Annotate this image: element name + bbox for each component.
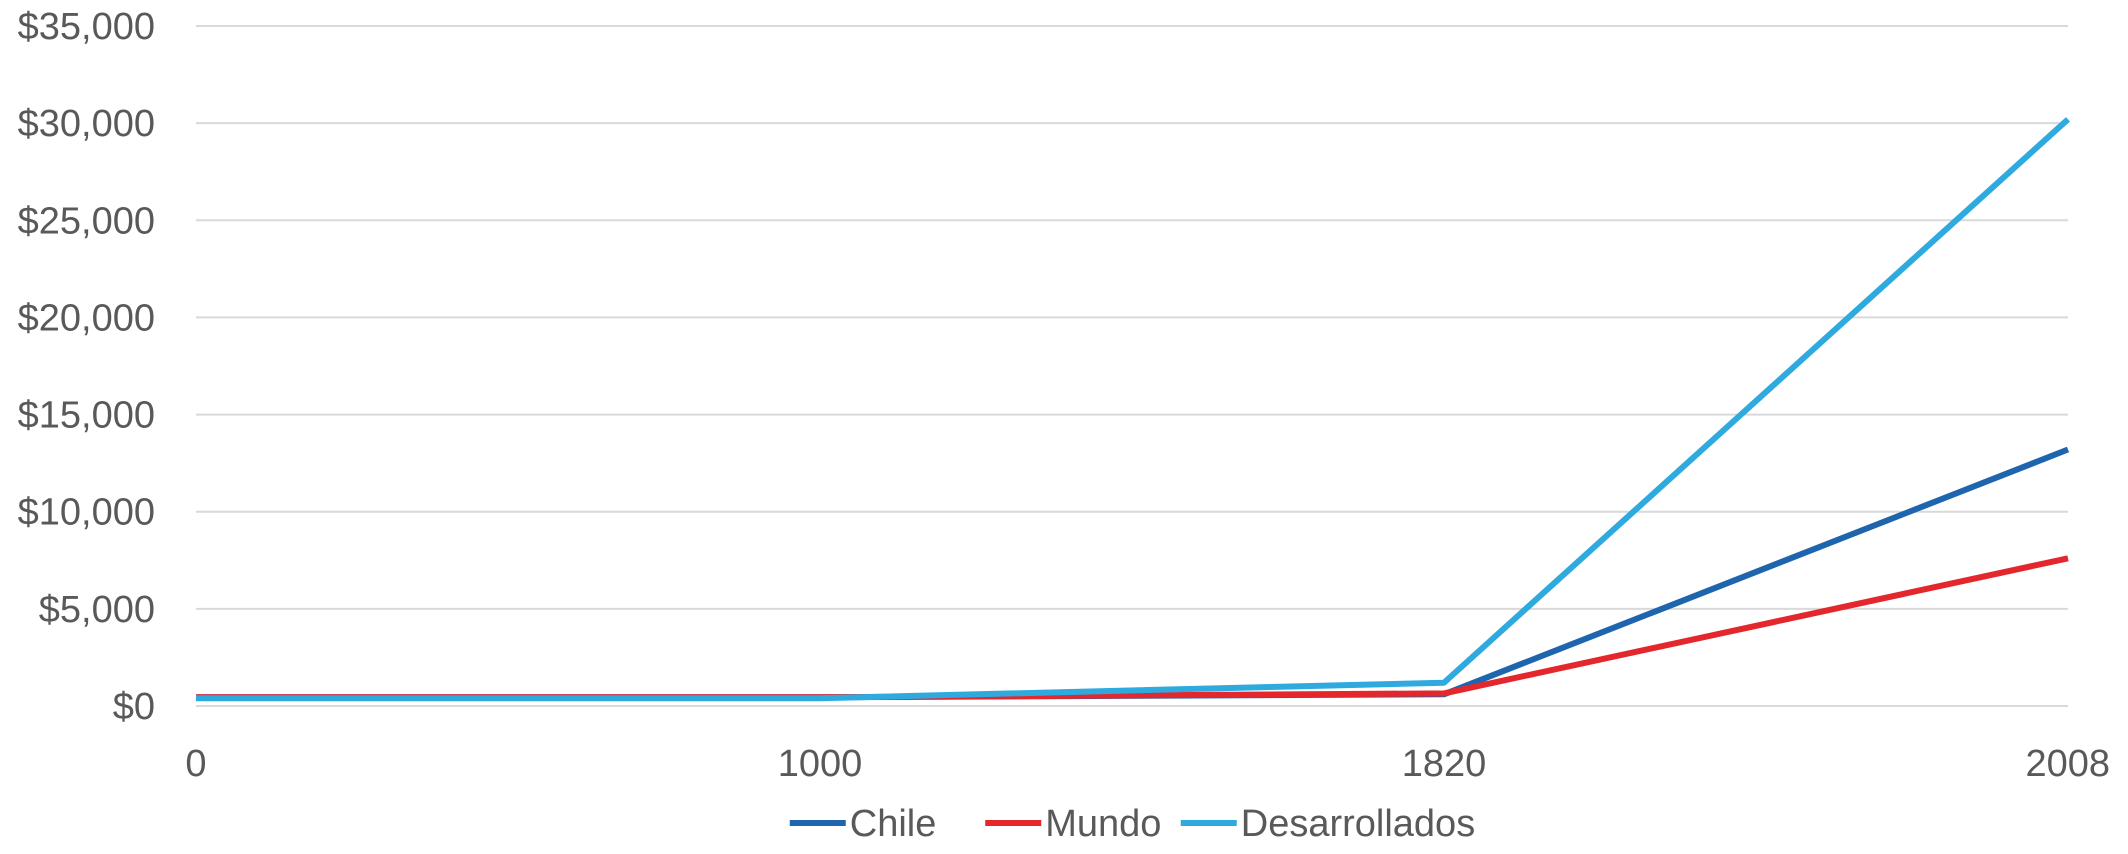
- y-axis: $0 $5,000 $10,000 $15,000 $20,000 $25,000 $30,…: [18, 6, 155, 728]
- legend-label: Mundo: [1045, 803, 1161, 845]
- y-tick-label: $15,000: [18, 395, 155, 437]
- series-line-desarrollados: [196, 117, 2071, 702]
- y-tick-label: $35,000: [18, 6, 155, 48]
- series-line-mundo: [196, 555, 2069, 701]
- y-tick-label: $0: [113, 686, 155, 728]
- legend-label: Chile: [850, 803, 937, 845]
- legend-item: Mundo: [985, 803, 1161, 845]
- x-tick-label: 2008: [2025, 743, 2110, 785]
- y-tick-label: $30,000: [18, 103, 155, 145]
- x-tick-label: 0: [185, 743, 206, 785]
- y-tick-label: $5,000: [39, 589, 155, 631]
- gridlines: [196, 25, 2068, 707]
- legend-item: Desarrollados: [1180, 803, 1475, 845]
- y-tick-label: $25,000: [18, 200, 155, 242]
- y-tick-label: $10,000: [18, 492, 155, 534]
- legend: Chile Mundo Desarrollados: [789, 803, 1475, 845]
- legend-item: Chile: [789, 803, 937, 845]
- x-tick-label: 1820: [1402, 743, 1487, 785]
- legend-label: Desarrollados: [1241, 803, 1475, 845]
- x-axis: 0 1000 1820 2008: [185, 743, 2110, 785]
- series-line-chile: [196, 446, 2070, 701]
- series-lines: [196, 117, 2071, 702]
- x-tick-label: 1000: [778, 743, 863, 785]
- y-tick-label: $20,000: [18, 297, 155, 339]
